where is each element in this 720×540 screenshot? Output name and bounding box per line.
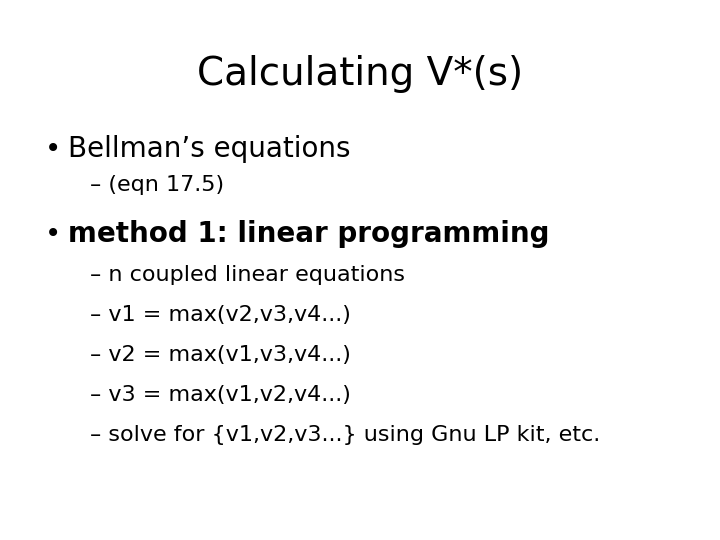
Text: Bellman’s equations: Bellman’s equations: [68, 135, 351, 163]
Text: – (eqn 17.5): – (eqn 17.5): [90, 175, 224, 195]
Text: method 1: linear programming: method 1: linear programming: [68, 220, 549, 248]
Text: – v3 = max(v1,v2,v4...): – v3 = max(v1,v2,v4...): [90, 385, 351, 405]
Text: – v1 = max(v2,v3,v4...): – v1 = max(v2,v3,v4...): [90, 305, 351, 325]
Text: – n coupled linear equations: – n coupled linear equations: [90, 265, 405, 285]
Text: – v2 = max(v1,v3,v4...): – v2 = max(v1,v3,v4...): [90, 345, 351, 365]
Text: •: •: [45, 220, 61, 248]
Text: – solve for {v1,v2,v3...} using Gnu LP kit, etc.: – solve for {v1,v2,v3...} using Gnu LP k…: [90, 425, 600, 445]
Text: •: •: [45, 135, 61, 163]
Text: Calculating V*(s): Calculating V*(s): [197, 55, 523, 93]
